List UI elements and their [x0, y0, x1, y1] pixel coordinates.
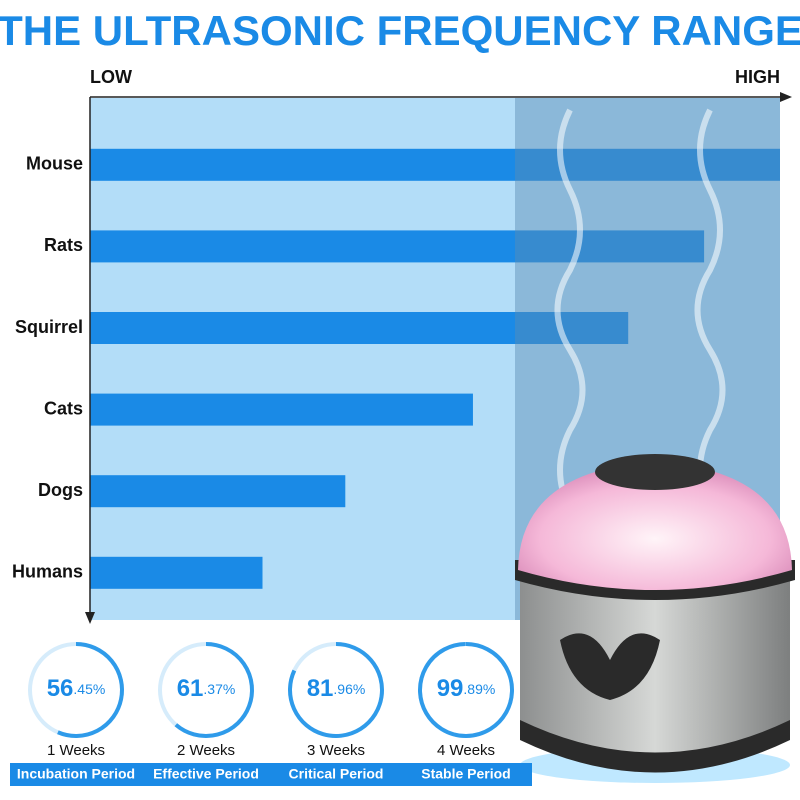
stage-weeks: 3 Weeks: [307, 742, 365, 759]
category-label: Rats: [44, 235, 83, 255]
category-label: Mouse: [26, 154, 83, 174]
axis-high-label: HIGH: [735, 67, 780, 87]
sound-waves: [554, 108, 726, 512]
chart-title: THE ULTRASONIC FREQUENCY RANGE: [0, 7, 800, 54]
stage-badge: [270, 763, 402, 786]
stage-badge: [10, 763, 142, 786]
stage-value: 56.45%: [47, 675, 106, 702]
axis-low-label: LOW: [90, 67, 132, 87]
progress-ring: [57, 642, 124, 738]
category-label: Dogs: [38, 480, 83, 500]
x-axis-arrow: [780, 92, 792, 102]
stage-badge: [140, 763, 272, 786]
stage-period: Stable Period: [421, 766, 510, 782]
stage-value: 61.37%: [177, 675, 236, 702]
category-label: Humans: [12, 562, 83, 582]
bar: [90, 556, 263, 589]
bar: [90, 230, 705, 263]
progress-ring: [417, 642, 514, 738]
category-label: Cats: [44, 398, 83, 418]
device: [515, 454, 795, 783]
stage-value: 99.89%: [437, 675, 496, 702]
bar: [90, 148, 780, 181]
bar: [90, 393, 473, 426]
progress-ring: [288, 642, 384, 738]
stage-weeks: 1 Weeks: [47, 742, 105, 759]
stage-weeks: 2 Weeks: [177, 742, 235, 759]
stage-value: 81.96%: [307, 675, 366, 702]
bar: [90, 475, 346, 508]
stage-period: Effective Period: [153, 766, 259, 782]
stage-period: Incubation Period: [17, 766, 135, 782]
stage-badge: [400, 763, 532, 786]
category-label: Squirrel: [15, 317, 83, 337]
progress-ring: [174, 642, 254, 738]
stage-period: Critical Period: [289, 766, 384, 782]
stage-weeks: 4 Weeks: [437, 742, 495, 759]
y-axis-arrow: [85, 612, 95, 624]
bar: [90, 312, 629, 344]
